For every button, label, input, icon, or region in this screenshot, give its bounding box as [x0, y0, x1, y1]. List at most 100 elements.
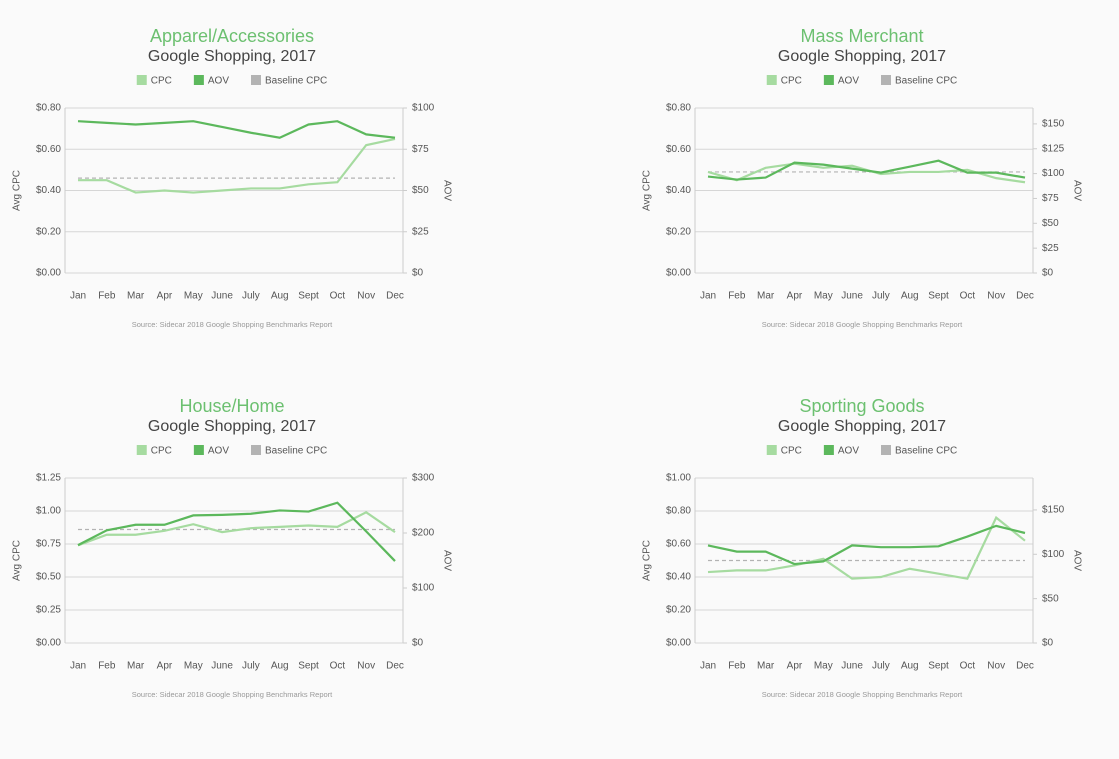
series-line	[77, 501, 396, 562]
y2-tick-label: $100	[412, 583, 435, 594]
y2-tick-label: $0	[1042, 268, 1054, 279]
legend-label: CPC	[781, 76, 802, 87]
x-tick-label: Dec	[1016, 291, 1034, 302]
legend-swatch	[193, 75, 204, 85]
chart-subtitle: Google Shopping, 2017	[148, 418, 316, 435]
y2-tick-label: $300	[412, 473, 435, 484]
legend-label: AOV	[838, 76, 859, 87]
y2-tick-label: $100	[1042, 168, 1065, 179]
y-tick-label: $0.20	[666, 605, 691, 616]
legend-label: Baseline CPC	[265, 76, 327, 87]
x-tick-label: Oct	[960, 291, 976, 302]
x-tick-label: Jan	[700, 291, 716, 302]
series-line	[78, 137, 396, 194]
x-tick-label: Nov	[357, 291, 375, 302]
series-line	[77, 511, 396, 547]
chart-title: Apparel/Accessories	[150, 26, 314, 46]
x-tick-label: Oct	[330, 291, 346, 302]
y-axis-label: Avg CPC	[12, 170, 23, 211]
y-tick-label: $0.80	[666, 103, 691, 114]
series-line	[707, 524, 1026, 566]
y2-tick-label: $25	[1042, 243, 1059, 254]
x-tick-label: June	[211, 291, 233, 302]
chart-subtitle: Google Shopping, 2017	[778, 418, 946, 435]
y2-tick-label: $50	[412, 185, 429, 196]
series-line	[707, 159, 1026, 181]
y2-tick-label: $50	[1042, 218, 1059, 229]
legend-swatch	[766, 75, 777, 85]
chart-panel: Mass Merchant Google Shopping, 2017 CPC AOV…	[642, 26, 1083, 329]
legend-label: Baseline CPC	[895, 76, 957, 87]
y2-tick-label: $200	[412, 528, 435, 539]
x-tick-label: July	[872, 291, 890, 302]
x-tick-label: July	[242, 661, 260, 672]
x-tick-label: Mar	[757, 291, 775, 302]
x-tick-label: Apr	[157, 291, 173, 302]
source-note: Source: Sidecar 2018 Google Shopping Ben…	[762, 690, 963, 699]
y2-tick-label: $75	[412, 144, 429, 155]
y-tick-label: $1.25	[36, 473, 61, 484]
y2-tick-label: $0	[412, 268, 424, 279]
y-tick-label: $0.00	[36, 638, 61, 649]
legend-label: Baseline CPC	[265, 446, 327, 457]
x-tick-label: May	[814, 291, 833, 302]
legend: CPC AOV Baseline CPC	[136, 445, 327, 457]
y2-tick-label: $100	[412, 103, 435, 114]
legend-swatch	[823, 445, 834, 455]
x-tick-label: Jan	[700, 661, 716, 672]
y-tick-label: $0.40	[36, 185, 61, 196]
legend-swatch	[250, 445, 261, 455]
x-tick-label: June	[211, 661, 233, 672]
x-tick-label: May	[184, 291, 203, 302]
x-tick-label: Jan	[70, 291, 86, 302]
y-tick-label: $1.00	[666, 473, 691, 484]
x-tick-label: Jan	[70, 661, 86, 672]
legend-label: CPC	[151, 446, 172, 457]
chart-panel: Apparel/Accessories Google Shopping, 2017…	[12, 26, 453, 329]
x-tick-label: Sept	[298, 291, 319, 302]
x-tick-label: Aug	[271, 661, 289, 672]
chart-title: Mass Merchant	[800, 26, 923, 46]
source-note: Source: Sidecar 2018 Google Shopping Ben…	[132, 320, 333, 329]
x-tick-label: Nov	[357, 661, 375, 672]
x-tick-label: May	[184, 661, 203, 672]
y-tick-label: $0.40	[666, 572, 691, 583]
y-tick-label: $0.80	[36, 103, 61, 114]
y-axis-label: Avg CPC	[12, 540, 23, 581]
legend: CPC AOV Baseline CPC	[766, 75, 957, 87]
y2-axis-label: AOV	[1071, 550, 1082, 571]
y2-tick-label: $0	[1042, 638, 1054, 649]
legend-label: AOV	[208, 446, 229, 457]
y2-tick-label: $50	[1042, 593, 1059, 604]
x-tick-label: Nov	[987, 291, 1005, 302]
y-tick-label: $0.20	[666, 226, 691, 237]
x-tick-label: Aug	[271, 291, 289, 302]
y-axis-label: Avg CPC	[642, 170, 653, 211]
source-note: Source: Sidecar 2018 Google Shopping Ben…	[762, 320, 963, 329]
y-tick-label: $0.60	[666, 539, 691, 550]
x-tick-label: Nov	[987, 661, 1005, 672]
x-tick-label: Feb	[728, 661, 746, 672]
y-tick-label: $0.00	[36, 268, 61, 279]
source-note: Source: Sidecar 2018 Google Shopping Ben…	[132, 690, 333, 699]
chart-panel: House/Home Google Shopping, 2017 CPC AOV Bas…	[12, 396, 453, 699]
y-tick-label: $0.50	[36, 572, 61, 583]
legend-swatch	[193, 445, 204, 455]
legend-swatch	[880, 75, 891, 85]
y-tick-label: $0.60	[666, 144, 691, 155]
y2-axis-label: AOV	[1071, 180, 1082, 201]
legend-swatch	[823, 75, 834, 85]
x-tick-label: July	[242, 291, 260, 302]
y2-tick-label: $150	[1042, 119, 1065, 130]
y-tick-label: $0.00	[666, 638, 691, 649]
chart-title: House/Home	[179, 396, 284, 416]
x-tick-label: Sept	[928, 291, 949, 302]
legend-swatch	[766, 445, 777, 455]
y2-tick-label: $100	[1042, 549, 1065, 560]
x-tick-label: Oct	[960, 661, 976, 672]
x-tick-label: Feb	[728, 291, 746, 302]
y-axis-label: Avg CPC	[642, 540, 653, 581]
x-tick-label: Apr	[787, 661, 803, 672]
legend-label: AOV	[208, 76, 229, 87]
